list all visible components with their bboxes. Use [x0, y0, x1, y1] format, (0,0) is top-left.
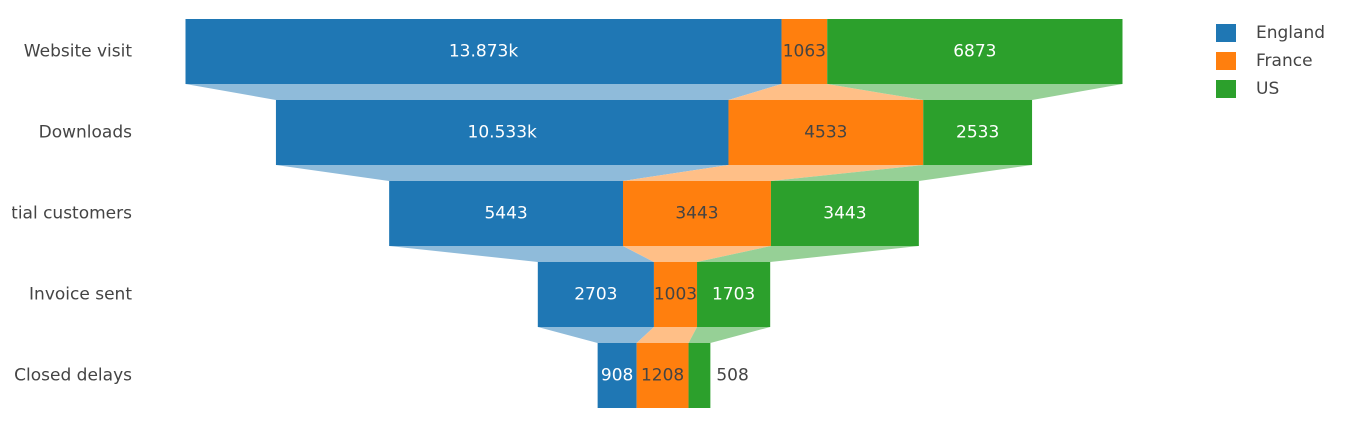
bar-england-3[interactable]	[537, 262, 654, 327]
category-label-0: Website visit	[24, 42, 133, 62]
legend-label-us[interactable]: US	[1256, 79, 1279, 99]
connector-england-3	[537, 327, 654, 343]
value-label-england-3: 2703	[574, 285, 617, 305]
legend: England France US	[1216, 23, 1325, 99]
value-label-england-0: 13.873k	[449, 42, 518, 62]
bar-france-2[interactable]	[623, 181, 771, 246]
bar-france-1[interactable]	[728, 100, 924, 165]
connector-england-0	[185, 84, 782, 100]
value-label-us-4: 508	[716, 366, 748, 386]
value-label-england-2: 5443	[484, 204, 527, 224]
category-label-2: Potential customers	[0, 204, 132, 224]
category-label-4: Closed delays	[14, 366, 132, 386]
bar-france-3[interactable]	[653, 262, 698, 327]
value-labels: 13.873k 1063 6873 10.533k 4533 2533 5443 3443 34…	[449, 42, 999, 386]
bar-us-0[interactable]	[827, 19, 1123, 84]
bar-france-4[interactable]	[636, 343, 689, 408]
connector-us-3	[688, 327, 771, 343]
legend-swatch-england[interactable]	[1216, 24, 1236, 42]
category-label-3: Invoice sent	[29, 285, 132, 305]
value-label-france-4: 1208	[641, 366, 684, 386]
value-label-france-1: 4533	[804, 123, 847, 143]
value-label-us-2: 3443	[823, 204, 866, 224]
funnel-bars	[185, 19, 1123, 408]
bar-england-2[interactable]	[389, 181, 624, 246]
legend-swatch-us[interactable]	[1216, 80, 1236, 98]
value-label-us-1: 2533	[956, 123, 999, 143]
connector-france-1	[623, 165, 924, 181]
connector-england-2	[389, 246, 654, 262]
connector-us-1	[770, 165, 1033, 181]
bar-us-2[interactable]	[770, 181, 919, 246]
value-label-us-0: 6873	[953, 42, 996, 62]
legend-swatch-france[interactable]	[1216, 52, 1236, 70]
bar-england-4[interactable]	[597, 343, 637, 408]
connector-england-1	[275, 165, 729, 181]
bar-us-4[interactable]	[688, 343, 711, 408]
value-label-france-0: 1063	[783, 42, 826, 62]
value-label-france-3: 1003	[654, 285, 697, 305]
value-label-france-2: 3443	[675, 204, 718, 224]
funnel-connectors	[185, 84, 1123, 343]
bar-england-1[interactable]	[275, 100, 729, 165]
category-axis: Website visit Downloads Potential customer…	[0, 42, 133, 386]
connector-france-0	[728, 84, 924, 100]
connector-france-2	[623, 246, 771, 262]
legend-label-england[interactable]: England	[1256, 23, 1325, 43]
connector-france-3	[636, 327, 698, 343]
category-label-1: Downloads	[39, 123, 133, 143]
value-label-us-3: 1703	[712, 285, 755, 305]
bar-england-0[interactable]	[185, 19, 782, 84]
connector-us-0	[827, 84, 1123, 100]
value-label-england-4: 908	[601, 366, 633, 386]
connector-us-2	[697, 246, 919, 262]
bar-us-3[interactable]	[697, 262, 771, 327]
bar-france-0[interactable]	[781, 19, 828, 84]
legend-label-france[interactable]: France	[1256, 51, 1313, 71]
bar-us-1[interactable]	[923, 100, 1033, 165]
value-label-england-1: 10.533k	[468, 123, 537, 143]
